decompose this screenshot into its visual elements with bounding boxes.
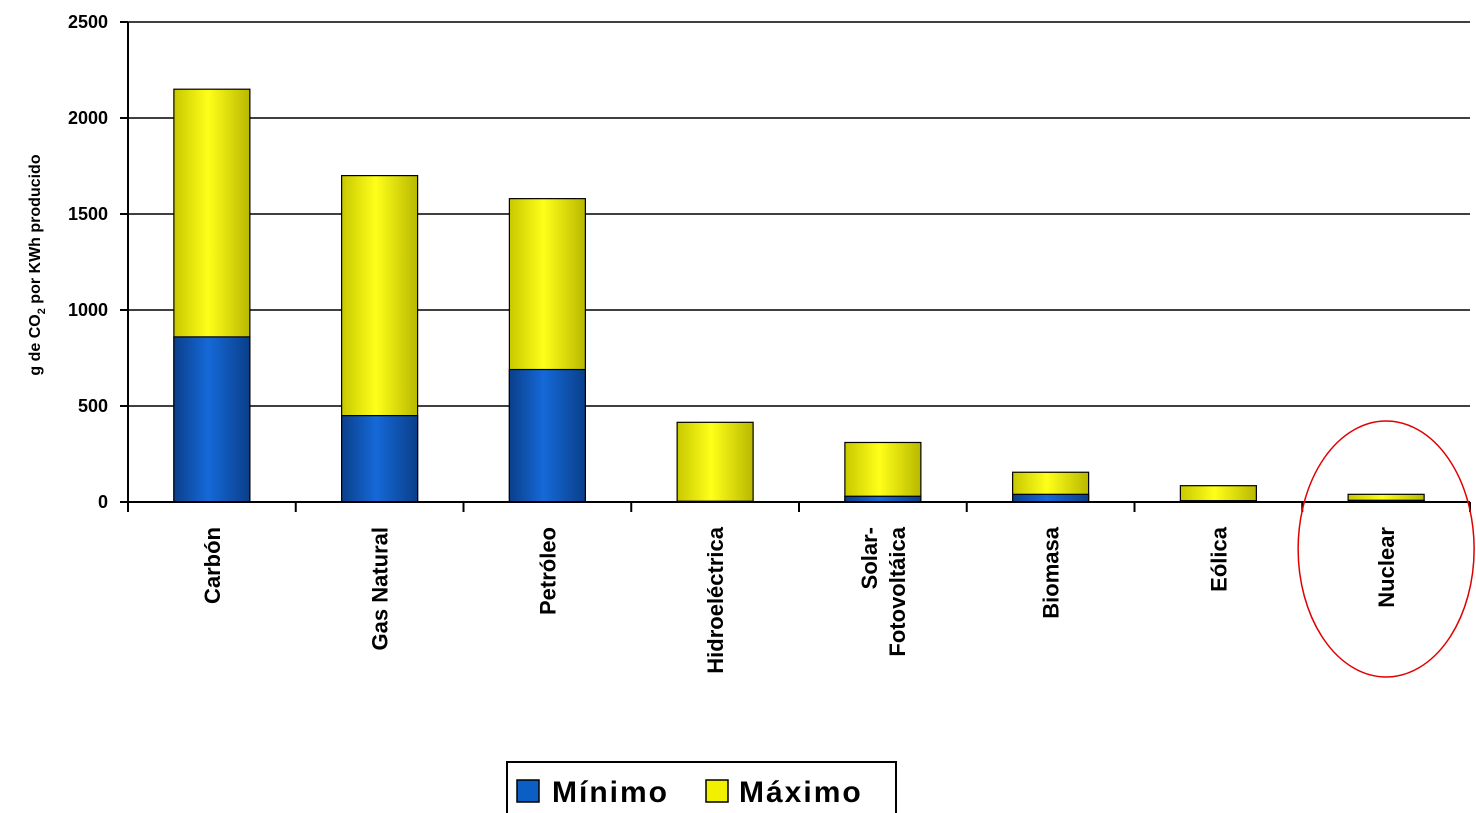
- y-axis-title-subscript: 2: [36, 308, 48, 314]
- y-axis-title-part1: g de CO: [27, 314, 44, 375]
- x-category-label-solar-fotovoltaica: Solar- Fotovoltáica: [857, 526, 910, 656]
- x-category-line: Petróleo: [535, 527, 560, 615]
- bar-minimo-gas-natural: [341, 415, 419, 503]
- x-category-label-carbon: Carbón: [200, 527, 225, 604]
- bar-maximo-solar-fotovoltaica: [844, 441, 922, 503]
- legend-swatch-maximo: [705, 779, 729, 803]
- grid-lines: [128, 21, 1470, 407]
- x-category-label-biomasa: Biomasa: [1039, 526, 1064, 618]
- axes: [120, 21, 1471, 512]
- legend: Mínimo Máximo: [506, 761, 897, 813]
- highlight-ellipse: [1297, 420, 1475, 678]
- legend-box: [506, 761, 897, 813]
- x-category-line: Biomasa: [1039, 526, 1064, 618]
- y-tick-label-2500: 2500: [68, 12, 108, 32]
- bars: [173, 88, 1425, 503]
- highlight-ellipse-nuclear: [1297, 420, 1475, 678]
- y-tick-label-500: 500: [78, 396, 108, 416]
- y-tick-label-1000: 1000: [68, 300, 108, 320]
- bar-minimo-biomasa: [1012, 493, 1090, 503]
- legend-swatch-minimo: [516, 779, 540, 803]
- x-category-line: Carbón: [200, 527, 225, 604]
- x-category-label-petroleo: Petróleo: [535, 527, 560, 615]
- y-axis-title-part2: por KWh producido: [27, 154, 44, 308]
- x-category-label-gas-natural: Gas Natural: [368, 527, 393, 651]
- y-tick-label-2000: 2000: [68, 108, 108, 128]
- x-category-label-eolica: Eólica: [1206, 526, 1231, 592]
- legend-label-maximo: Máximo: [739, 776, 863, 809]
- y-axis-title: g de CO2 por KWh producido: [27, 154, 48, 375]
- x-category-label-nuclear: Nuclear: [1374, 527, 1399, 608]
- bar-maximo-eolica: [1179, 485, 1257, 503]
- bar-maximo-hidroelectrica: [676, 421, 754, 503]
- x-category-line: Nuclear: [1374, 527, 1399, 608]
- y-tick-label-0: 0: [98, 492, 108, 512]
- legend-label-minimo: Mínimo: [552, 776, 669, 809]
- bar-minimo-petroleo: [508, 368, 586, 503]
- x-category-line: Solar-: [857, 527, 882, 589]
- bar-minimo-carbon: [173, 336, 251, 503]
- x-category-line: Gas Natural: [368, 527, 393, 651]
- x-category-line: Hidroeléctrica: [703, 526, 728, 673]
- y-tick-labels: 0 500 1000 1500 2000 2500: [68, 12, 108, 512]
- x-category-line: Fotovoltáica: [885, 526, 910, 656]
- x-category-labels: Carbón Gas Natural Petróleo Hidroeléctrica S…: [200, 526, 1399, 673]
- y-tick-label-1500: 1500: [68, 204, 108, 224]
- x-category-label-hidroelectrica: Hidroeléctrica: [703, 526, 728, 673]
- x-category-line: Eólica: [1206, 526, 1231, 592]
